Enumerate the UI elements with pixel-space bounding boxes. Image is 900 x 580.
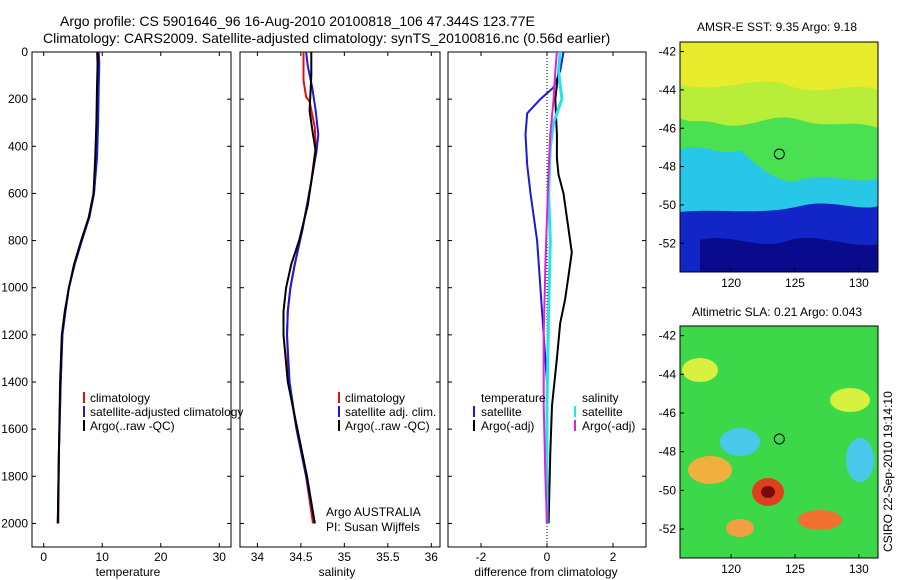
map-x-tick-label: 125 bbox=[785, 276, 805, 290]
sst-map-field bbox=[680, 42, 878, 272]
legend-label: satellite-adjusted climatology bbox=[90, 405, 243, 419]
x-tick-label: 34 bbox=[251, 550, 265, 564]
y-tick-label: 800 bbox=[8, 234, 28, 248]
difference-legend: temperature satellite Argo(-adj) salinit… bbox=[473, 391, 635, 433]
legend-label: Argo(..raw -QC) bbox=[345, 419, 430, 433]
x-tick-label: -2 bbox=[476, 550, 487, 564]
x-tick-label: 30 bbox=[213, 550, 227, 564]
sla-argo-location-marker bbox=[773, 433, 785, 445]
temperature-xlabel: temperature bbox=[96, 565, 161, 579]
title-line-1: Argo profile: CS 5901646_96 16-Aug-2010 … bbox=[60, 13, 535, 29]
x-tick-label: 10 bbox=[96, 550, 110, 564]
legend-label: satellite bbox=[481, 405, 522, 419]
sla-negative-anomaly bbox=[846, 438, 874, 482]
legend-label: Argo(-adj) bbox=[481, 419, 534, 433]
sla-map-frame bbox=[679, 325, 879, 559]
map-y-tick-label: -44 bbox=[659, 83, 677, 97]
salinity-argo-line bbox=[282, 52, 317, 524]
x-tick-label: 35.5 bbox=[376, 550, 400, 564]
salinity-xlabel: salinity bbox=[319, 565, 356, 579]
difference-axis-ticks: -2 0 2 bbox=[448, 51, 646, 564]
map-y-tick-label: -42 bbox=[659, 45, 677, 59]
temperature-plot-frame bbox=[31, 51, 232, 548]
legend-label: climatology bbox=[90, 391, 150, 405]
float-owner-annotation: Argo AUSTRALIA bbox=[326, 505, 421, 519]
sst-argo-location-marker bbox=[773, 148, 785, 160]
y-tick-label: 1000 bbox=[1, 281, 28, 295]
salinity-legend: climatology satellite adj. clim. Argo(..… bbox=[338, 391, 436, 433]
x-tick-label: 36 bbox=[425, 550, 439, 564]
sst-map-axis-ticks: 120 125 130 -42 -44 -46 -48 -50 -52 bbox=[659, 45, 870, 290]
map-x-tick-label: 125 bbox=[785, 562, 805, 576]
legend-label: Argo(..raw -QC) bbox=[90, 419, 175, 433]
sst-warmest-core bbox=[680, 42, 878, 91]
sla-map-axis-ticks: 120 125 130 -42 -44 -46 -48 -50 -52 bbox=[659, 329, 870, 576]
y-tick-label: 400 bbox=[8, 139, 28, 153]
sla-positive-anomaly bbox=[798, 510, 842, 530]
map-x-tick-label: 130 bbox=[849, 276, 869, 290]
map-x-tick-label: 120 bbox=[721, 276, 741, 290]
x-tick-label: 35 bbox=[338, 550, 352, 564]
float-pi-annotation: PI: Susan Wijffels bbox=[326, 520, 420, 534]
temperature-argo-line bbox=[56, 52, 99, 524]
map-x-tick-label: 130 bbox=[849, 562, 869, 576]
x-tick-label: 0 bbox=[40, 550, 47, 564]
salinity-axis-ticks: 34 34.5 35 35.5 36 bbox=[240, 51, 440, 564]
sst-coldest-patch bbox=[700, 237, 878, 272]
map-y-tick-label: -50 bbox=[659, 198, 677, 212]
sla-weak-anomaly bbox=[830, 388, 870, 412]
y-tick-label: 200 bbox=[8, 92, 28, 106]
sla-strong-anomaly bbox=[761, 486, 775, 498]
sla-positive-anomaly bbox=[726, 519, 754, 537]
title-line-2: Climatology: CARS2009. Satellite-adjuste… bbox=[43, 30, 610, 46]
map-y-tick-label: -52 bbox=[659, 236, 677, 250]
map-y-tick-label: -44 bbox=[659, 367, 677, 381]
legend-label: climatology bbox=[345, 391, 405, 405]
map-y-tick-label: -48 bbox=[659, 160, 677, 174]
sst-map-frame bbox=[679, 41, 879, 273]
x-tick-label: 2 bbox=[610, 550, 617, 564]
y-tick-label: 600 bbox=[8, 186, 28, 200]
map-y-tick-label: -52 bbox=[659, 522, 677, 536]
map-y-tick-label: -46 bbox=[659, 121, 677, 135]
map-x-tick-label: 120 bbox=[721, 562, 741, 576]
sla-positive-anomaly bbox=[688, 456, 732, 484]
x-tick-label: 20 bbox=[154, 550, 168, 564]
x-tick-label: 0 bbox=[544, 550, 551, 564]
map-y-tick-label: -48 bbox=[659, 445, 677, 459]
difference-xlabel: difference from climatology bbox=[474, 565, 617, 579]
y-tick-label: 1200 bbox=[1, 328, 28, 342]
difference-salinity-argo-line bbox=[542, 51, 558, 524]
y-tick-label: 0 bbox=[21, 45, 28, 59]
watermark: CSIRO 22-Sep-2010 19:14:10 bbox=[881, 391, 895, 552]
salinity-plot-frame bbox=[239, 51, 441, 548]
sst-map-title: AMSR-E SST: 9.35 Argo: 9.18 bbox=[697, 20, 857, 34]
y-tick-label: 1400 bbox=[1, 375, 28, 389]
legend-label: Argo(-adj) bbox=[582, 419, 635, 433]
map-y-tick-label: -42 bbox=[659, 329, 677, 343]
sla-map-title: Altimetric SLA: 0.21 Argo: 0.043 bbox=[692, 305, 862, 319]
legend-header-salinity: salinity bbox=[582, 391, 619, 405]
sla-weak-anomaly bbox=[682, 358, 718, 382]
legend-label: satellite bbox=[582, 405, 623, 419]
temperature-legend: climatology satellite-adjusted climatolo… bbox=[83, 391, 243, 433]
sla-negative-anomaly bbox=[720, 428, 760, 456]
x-tick-label: 34.5 bbox=[289, 550, 313, 564]
legend-header-temperature: temperature bbox=[481, 391, 546, 405]
temperature-axis-ticks: 0 10 20 30 0 200 400 600 800 1000 1200 1400 1600 1800… bbox=[1, 45, 231, 564]
legend-label: satellite adj. clim. bbox=[345, 405, 436, 419]
map-y-tick-label: -50 bbox=[659, 483, 677, 497]
y-tick-label: 1600 bbox=[1, 422, 28, 436]
y-tick-label: 2000 bbox=[1, 516, 28, 530]
y-tick-label: 1800 bbox=[1, 469, 28, 483]
map-y-tick-label: -46 bbox=[659, 406, 677, 420]
